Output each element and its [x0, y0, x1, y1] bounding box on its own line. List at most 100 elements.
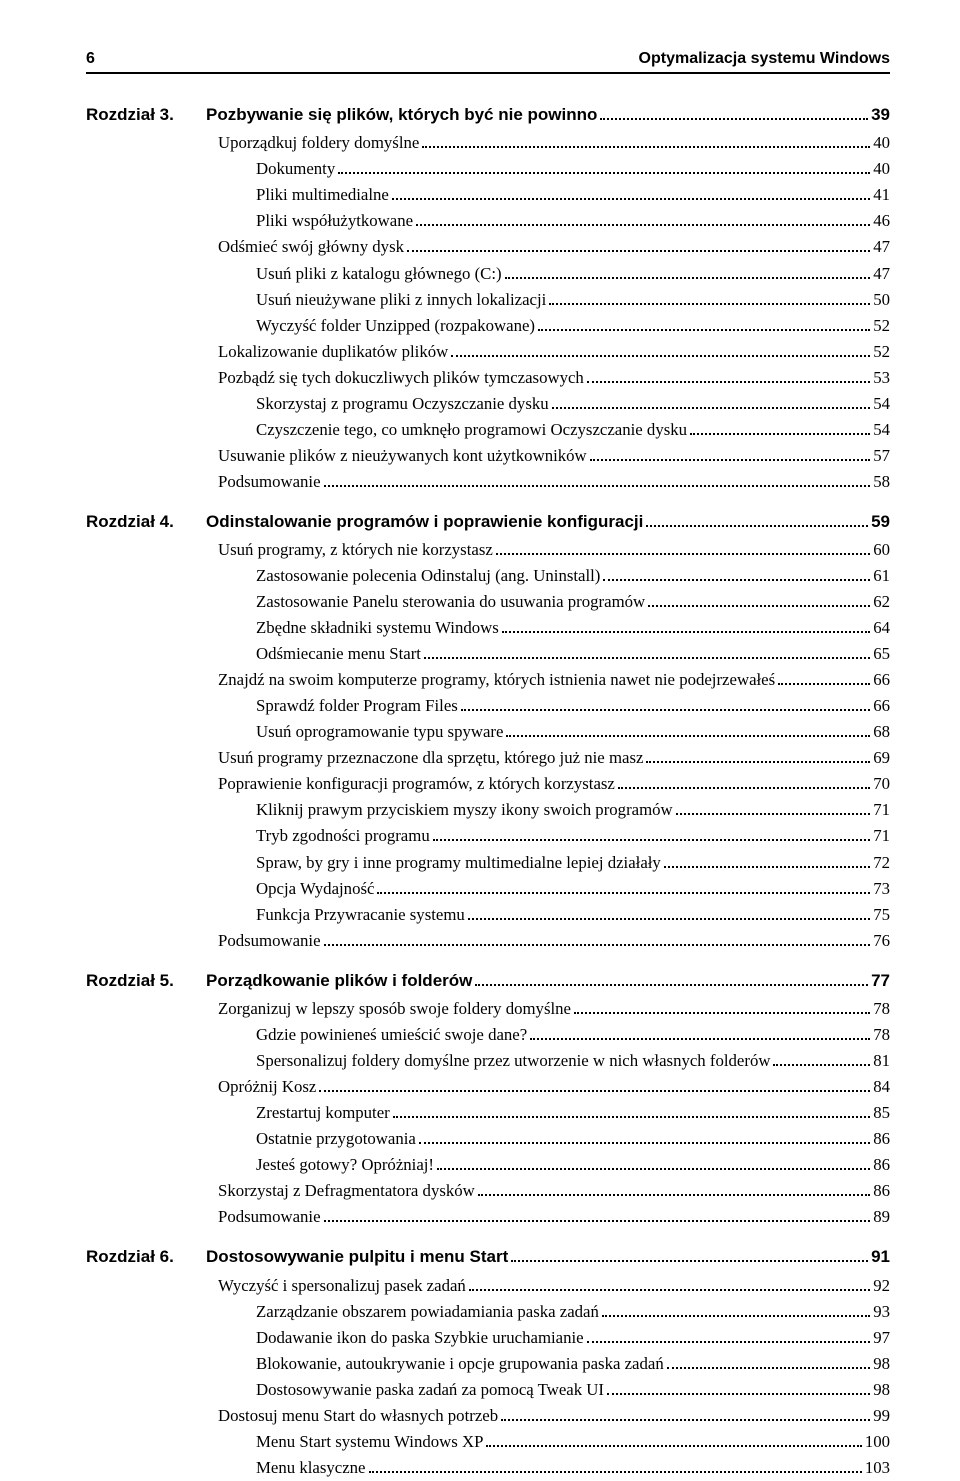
toc-entry: Opróżnij Kosz84 [86, 1074, 890, 1100]
toc-entry-page: 86 [873, 1126, 890, 1152]
toc-entry-title: Opróżnij Kosz [218, 1074, 316, 1100]
toc-entry-title: Spraw, by gry i inne programy multimedia… [256, 850, 661, 876]
toc-entry-title: Usuń pliki z katalogu głównego (C:) [256, 261, 502, 287]
toc-entry: Podsumowanie89 [86, 1204, 890, 1230]
toc-entry: Skorzystaj z programu Oczyszczanie dysku… [86, 391, 890, 417]
toc-entry: Menu Start systemu Windows XP100 [86, 1429, 890, 1455]
toc-entry: Usuwanie plików z nieużywanych kont użyt… [86, 443, 890, 469]
chapter-prefix: Rozdział 5. [86, 968, 206, 994]
leader-dots [451, 341, 870, 356]
toc-entry-page: 40 [873, 130, 890, 156]
toc-entry-title: Dokumenty [256, 156, 335, 182]
toc-entry-title: Gdzie powinieneś umieścić swoje dane? [256, 1022, 527, 1048]
toc-entry-page: 89 [873, 1204, 890, 1230]
toc-entry: Jesteś gotowy? Opróżniaj!86 [86, 1152, 890, 1178]
toc-entry-page: 47 [873, 234, 890, 260]
leader-dots [778, 670, 870, 685]
leader-dots [461, 696, 870, 711]
toc-entry: Blokowanie, autoukrywanie i opcje grupow… [86, 1351, 890, 1377]
leader-dots [433, 826, 871, 841]
toc-entry-title: Zastosowanie polecenia Odinstaluj (ang. … [256, 563, 600, 589]
toc-entry-page: 57 [873, 443, 890, 469]
toc-entry-page: 64 [873, 615, 890, 641]
toc-entry: Gdzie powinieneś umieścić swoje dane?78 [86, 1022, 890, 1048]
toc-entry: Lokalizowanie duplikatów plików52 [86, 339, 890, 365]
toc-entry-title: Zorganizuj w lepszy sposób swoje foldery… [218, 996, 571, 1022]
leader-dots [469, 1275, 870, 1290]
toc-entry-title: Pozbądź się tych dokuczliwych plików tym… [218, 365, 584, 391]
toc-entry-page: 92 [873, 1273, 890, 1299]
toc-entry-title: Usuń oprogramowanie typu spyware [256, 719, 503, 745]
page: 6 Optymalizacja systemu Windows Rozdział… [0, 0, 960, 1454]
toc-entry-page: 40 [873, 156, 890, 182]
toc-entry-page: 46 [873, 208, 890, 234]
leader-dots [393, 1103, 870, 1118]
toc-entry-title: Zastosowanie Panelu sterowania do usuwan… [256, 589, 645, 615]
toc-entry: Odśmiecanie menu Start65 [86, 641, 890, 667]
chapter-prefix: Rozdział 4. [86, 509, 206, 535]
page-header: 6 Optymalizacja systemu Windows [86, 50, 890, 74]
chapter-heading: Rozdział 4.Odinstalowanie programów i po… [86, 509, 890, 535]
toc-entry-title: Zbędne składniki systemu Windows [256, 615, 499, 641]
toc-entry: Menu klasyczne 103 [86, 1455, 890, 1481]
toc-entry-page: 98 [873, 1377, 890, 1403]
leader-dots [496, 540, 870, 555]
toc-entry-title: Usuwanie plików z nieużywanych kont użyt… [218, 443, 587, 469]
leader-dots [587, 1327, 871, 1342]
leader-dots [530, 1025, 870, 1040]
toc-entry-title: Menu klasyczne [256, 1455, 366, 1481]
toc-entry: Usuń programy przeznaczone dla sprzętu, … [86, 745, 890, 771]
chapter-page: 77 [871, 968, 890, 994]
toc-entry-title: Usuń programy przeznaczone dla sprzętu, … [218, 745, 643, 771]
toc-entry: Podsumowanie76 [86, 928, 890, 954]
leader-dots [506, 722, 870, 737]
leader-dots [419, 1129, 870, 1144]
toc-entry: Spersonalizuj foldery domyślne przez utw… [86, 1048, 890, 1074]
toc-entry: Opcja Wydajność73 [86, 876, 890, 902]
chapter-heading: Rozdział 3.Pozbywanie się plików, któryc… [86, 102, 890, 128]
toc-entry-title: Wyczyść i spersonalizuj pasek zadań [218, 1273, 466, 1299]
toc-entry-title: Skorzystaj z Defragmentatora dysków [218, 1178, 475, 1204]
toc-entry: Sprawdź folder Program Files66 [86, 693, 890, 719]
leader-dots [377, 878, 870, 893]
toc-entry-page: 72 [873, 850, 890, 876]
toc-entry-title: Spersonalizuj foldery domyślne przez utw… [256, 1048, 770, 1074]
toc-entry: Zrestartuj komputer85 [86, 1100, 890, 1126]
toc-entry: Spraw, by gry i inne programy multimedia… [86, 850, 890, 876]
toc-entry: Pliki multimedialne41 [86, 182, 890, 208]
toc-entry-page: 41 [873, 182, 890, 208]
chapter-prefix: Rozdział 3. [86, 102, 206, 128]
toc-entry: Wyczyść folder Unzipped (rozpakowane)52 [86, 313, 890, 339]
leader-dots [502, 618, 870, 633]
toc-entry-page: 58 [873, 469, 890, 495]
leader-dots [590, 445, 871, 460]
toc-entry: Pliki współużytkowane 46 [86, 208, 890, 234]
toc-entry-page: 98 [873, 1351, 890, 1377]
table-of-contents: Rozdział 3.Pozbywanie się plików, któryc… [86, 102, 890, 1481]
leader-dots [505, 263, 871, 278]
toc-entry-page: 103 [865, 1455, 890, 1481]
leader-dots [773, 1051, 870, 1066]
leader-dots [667, 1353, 870, 1368]
leader-dots [664, 852, 870, 867]
chapter-title: Porządkowanie plików i folderów [206, 968, 472, 994]
toc-entry-title: Podsumowanie [218, 928, 321, 954]
toc-entry-page: 78 [873, 996, 890, 1022]
toc-entry-title: Pliki współużytkowane [256, 208, 413, 234]
chapter-page: 91 [871, 1244, 890, 1270]
toc-entry: Zastosowanie Panelu sterowania do usuwan… [86, 589, 890, 615]
toc-entry-page: 85 [873, 1100, 890, 1126]
toc-entry-page: 54 [873, 417, 890, 443]
toc-entry: Usuń nieużywane pliki z innych lokalizac… [86, 287, 890, 313]
toc-entry: Tryb zgodności programu71 [86, 823, 890, 849]
toc-entry-title: Tryb zgodności programu [256, 823, 430, 849]
toc-entry-title: Ostatnie przygotowania [256, 1126, 416, 1152]
toc-entry-page: 60 [873, 537, 890, 563]
toc-entry-title: Skorzystaj z programu Oczyszczanie dysku [256, 391, 549, 417]
toc-entry-page: 54 [873, 391, 890, 417]
toc-entry-page: 61 [873, 563, 890, 589]
leader-dots [607, 1379, 870, 1394]
toc-entry-page: 66 [873, 693, 890, 719]
toc-entry: Czyszczenie tego, co umknęło programowi … [86, 417, 890, 443]
toc-entry-page: 52 [873, 313, 890, 339]
